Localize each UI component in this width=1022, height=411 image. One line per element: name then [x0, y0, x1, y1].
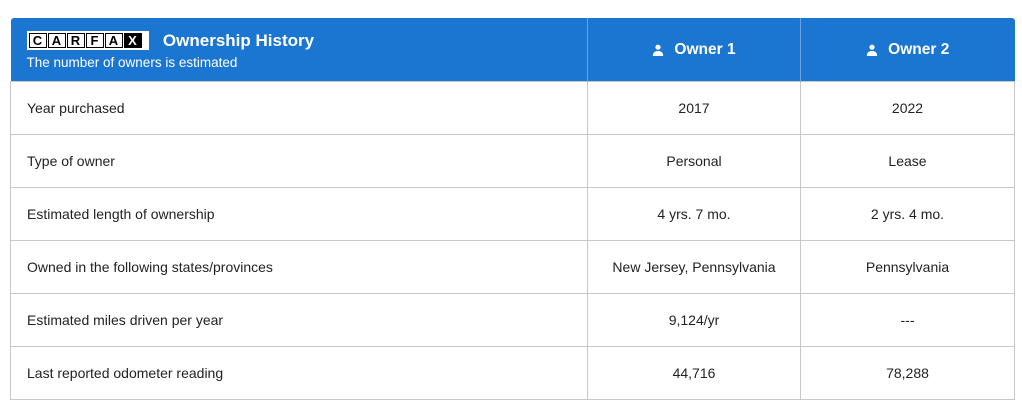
logo-letter: R — [66, 33, 85, 48]
owner-1-value: Personal — [587, 134, 801, 188]
ownership-history-table: C A R F A X ® Ownership History The numb… — [10, 18, 1015, 400]
row-label: Owned in the following states/provinces — [10, 240, 588, 294]
owner-1-value: 2017 — [587, 81, 801, 135]
table-row: Owned in the following states/provinces … — [10, 240, 1015, 294]
owner-2-label: Owner 2 — [888, 40, 950, 58]
logo-letter: A — [104, 33, 123, 48]
row-label: Type of owner — [10, 134, 588, 188]
owner-2-value: --- — [800, 293, 1015, 347]
logo-registered-mark: ® — [142, 33, 147, 39]
owner-2-value: 2 yrs. 4 mo. — [800, 187, 1015, 241]
table-row: Type of owner Personal Lease — [10, 134, 1015, 188]
row-label: Year purchased — [10, 81, 588, 135]
ownership-history-table-container: C A R F A X ® Ownership History The numb… — [10, 18, 1015, 400]
header-subtitle: The number of owners is estimated — [26, 54, 238, 70]
logo-letter: A — [47, 33, 66, 48]
carfax-logo[interactable]: C A R F A X ® — [26, 31, 149, 50]
row-label: Estimated length of ownership — [10, 187, 588, 241]
owner-1-header: Owner 1 — [587, 18, 801, 82]
person-icon — [653, 44, 664, 56]
row-label: Last reported odometer reading — [10, 346, 588, 400]
page-title: Ownership History — [162, 30, 315, 50]
owner-1-value: 44,716 — [587, 346, 801, 400]
table-row: Last reported odometer reading 44,716 78… — [10, 346, 1015, 400]
owner-1-label: Owner 1 — [674, 40, 736, 58]
owner-2-value: 2022 — [800, 81, 1015, 135]
logo-letter: F — [85, 33, 104, 48]
person-icon — [866, 44, 878, 56]
table-row: Estimated miles driven per year 9,124/yr… — [10, 293, 1015, 347]
owner-2-value: 78,288 — [800, 346, 1015, 400]
table-row: Year purchased 2017 2022 — [10, 81, 1015, 135]
owner-2-value: Lease — [800, 134, 1015, 188]
logo-letter: C — [28, 33, 47, 48]
header-brand-cell: C A R F A X ® Ownership History The numb… — [10, 18, 588, 82]
row-label: Estimated miles driven per year — [10, 293, 588, 347]
owner-1-value: 4 yrs. 7 mo. — [587, 187, 801, 241]
table-row: Estimated length of ownership 4 yrs. 7 m… — [10, 187, 1015, 241]
owner-2-header: Owner 2 — [800, 18, 1015, 82]
owner-1-value: New Jersey, Pennsylvania — [587, 240, 801, 294]
owner-2-value: Pennsylvania — [800, 240, 1015, 294]
owner-1-value: 9,124/yr — [587, 293, 801, 347]
logo-letter: X — [123, 33, 142, 48]
table-header-row: C A R F A X ® Ownership History The numb… — [10, 18, 1015, 82]
